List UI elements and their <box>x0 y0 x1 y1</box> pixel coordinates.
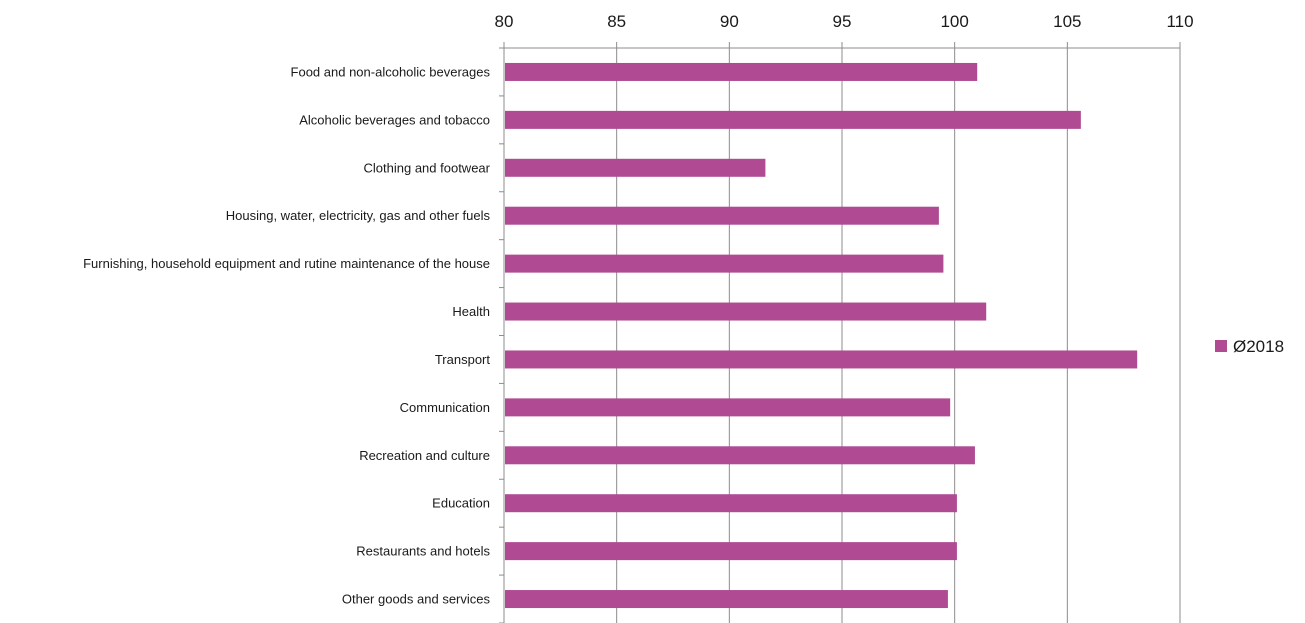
x-tick-label-90: 90 <box>720 12 739 31</box>
x-tick-label-80: 80 <box>495 12 514 31</box>
category-label: Food and non-alcoholic beverages <box>291 64 491 79</box>
x-tick-label-105: 105 <box>1053 12 1081 31</box>
category-label: Alcoholic beverages and tobacco <box>299 112 490 127</box>
axes <box>499 42 1181 623</box>
x-tick-label-85: 85 <box>607 12 626 31</box>
category-label: Furnishing, household equipment and ruti… <box>83 256 490 271</box>
bar <box>505 302 987 321</box>
category-label: Housing, water, electricity, gas and oth… <box>226 208 491 223</box>
legend: Ø2018 <box>1215 337 1284 356</box>
legend-label: Ø2018 <box>1233 337 1284 356</box>
category-label: Communication <box>400 400 490 415</box>
bar <box>505 350 1138 369</box>
category-label: Clothing and footwear <box>364 160 491 175</box>
bar <box>505 206 939 225</box>
bar <box>505 254 944 273</box>
x-tick-label-110: 110 <box>1166 12 1193 31</box>
x-tick-label-95: 95 <box>833 12 852 31</box>
category-label: Other goods and services <box>342 592 491 607</box>
category-label: Education <box>432 496 490 511</box>
category-label: Health <box>452 304 490 319</box>
x-tick-label-100: 100 <box>940 12 968 31</box>
bar <box>505 62 978 81</box>
tick-labels: 80 85 90 95 100 105 110 <box>495 12 1194 31</box>
bar <box>505 158 766 177</box>
legend-swatch <box>1215 340 1227 352</box>
grid-lines <box>616 48 1181 623</box>
bar <box>505 542 957 561</box>
bar <box>505 494 957 513</box>
bars <box>505 62 1138 609</box>
category-labels: Food and non-alcoholic beverages Alcoholi… <box>83 64 491 606</box>
bar <box>505 446 975 465</box>
category-label: Restaurants and hotels <box>356 544 490 559</box>
bar <box>505 590 948 609</box>
category-label: Transport <box>435 352 491 367</box>
category-label: Recreation and culture <box>359 448 490 463</box>
bar <box>505 398 951 417</box>
bar <box>505 110 1081 129</box>
